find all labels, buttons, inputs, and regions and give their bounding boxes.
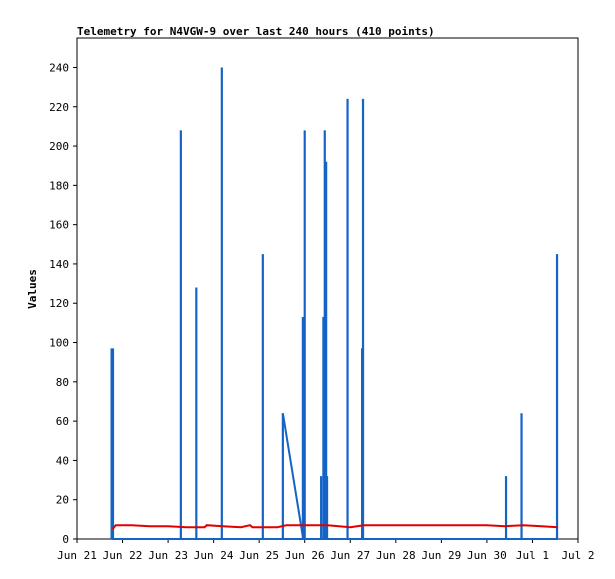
x-tick-label: Jun 28: [376, 549, 416, 562]
y-tick-label: 80: [56, 376, 69, 389]
x-tick-label: Jun 30: [467, 549, 507, 562]
x-tick-label: Jul 1: [516, 549, 549, 562]
chart-title: Telemetry for N4VGW-9 over last 240 hour…: [77, 25, 435, 38]
x-tick-label: Jun 24: [194, 549, 234, 562]
x-tick-label: Jun 21: [57, 549, 97, 562]
y-tick-label: 200: [49, 140, 69, 153]
x-tick-label: Jun 29: [421, 549, 461, 562]
y-axis-label: Values: [26, 269, 39, 309]
y-tick-label: 220: [49, 101, 69, 114]
y-tick-label: 40: [56, 454, 69, 467]
x-tick-label: Jul 2: [561, 549, 594, 562]
x-tick-label: Jun 26: [285, 549, 325, 562]
y-tick-label: 60: [56, 415, 69, 428]
data-segment: [281, 413, 304, 538]
y-tick-label: 20: [56, 494, 69, 507]
y-tick-label: 180: [49, 179, 69, 192]
y-tick-label: 240: [49, 61, 69, 74]
y-tick-label: 120: [49, 297, 69, 310]
y-axis-ticks: 0 20 40 60 80 100 120 140 160 180 200 220 240: [49, 61, 77, 546]
x-tick-label: Jun 23: [148, 549, 188, 562]
series-layer: [110, 67, 559, 540]
y-tick-label: 0: [62, 533, 69, 546]
y-tick-label: 140: [49, 258, 69, 271]
plot-frame: [76, 37, 579, 540]
y-tick-label: 100: [49, 337, 69, 350]
x-tick-label: Jun 22: [103, 549, 143, 562]
x-tick-label: Jun 27: [330, 549, 370, 562]
x-axis-ticks: Jun 21 Jun 22 Jun 23 Jun 24 Jun 25 Jun 26 Jun …: [57, 539, 595, 562]
x-tick-label: Jun 25: [239, 549, 279, 562]
y-tick-label: 160: [49, 219, 69, 232]
red-series-line: [111, 524, 559, 530]
